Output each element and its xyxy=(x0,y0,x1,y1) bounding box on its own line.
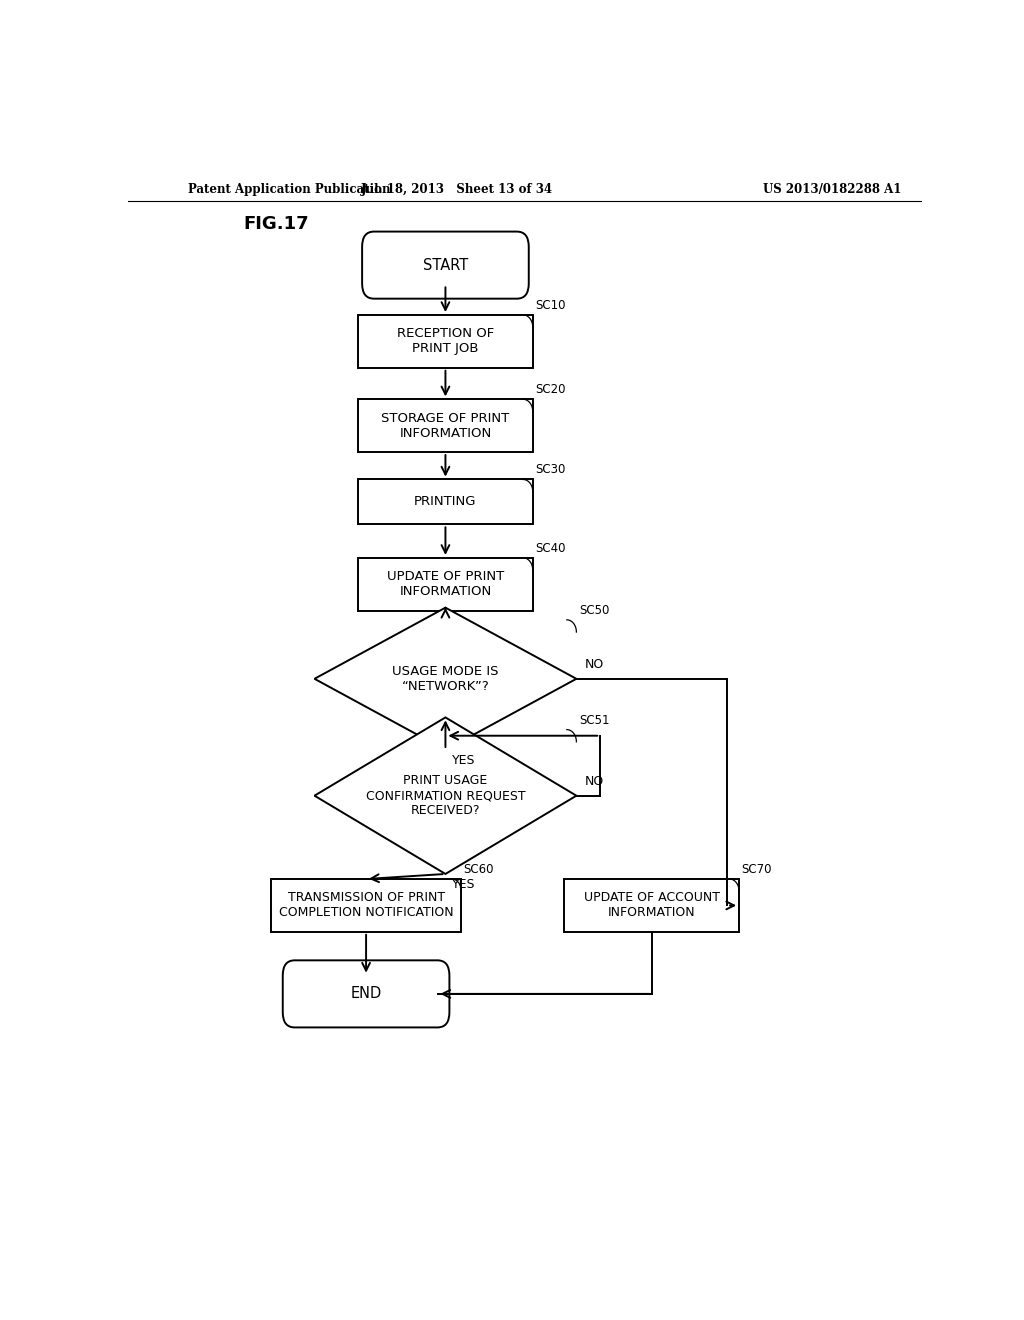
Text: UPDATE OF ACCOUNT
INFORMATION: UPDATE OF ACCOUNT INFORMATION xyxy=(584,891,720,920)
Text: SC30: SC30 xyxy=(536,463,565,477)
Text: PRINTING: PRINTING xyxy=(414,495,477,508)
Text: UPDATE OF PRINT
INFORMATION: UPDATE OF PRINT INFORMATION xyxy=(387,570,504,598)
Text: SC70: SC70 xyxy=(741,863,772,876)
Text: SC10: SC10 xyxy=(536,298,565,312)
Bar xyxy=(358,315,532,368)
FancyBboxPatch shape xyxy=(283,961,450,1027)
Text: SC51: SC51 xyxy=(579,714,609,726)
Text: NO: NO xyxy=(585,657,603,671)
Text: FIG.17: FIG.17 xyxy=(243,215,308,234)
Text: RECEPTION OF
PRINT JOB: RECEPTION OF PRINT JOB xyxy=(397,327,494,355)
Text: PRINT USAGE
CONFIRMATION REQUEST
RECEIVED?: PRINT USAGE CONFIRMATION REQUEST RECEIVE… xyxy=(366,775,525,817)
Text: YES: YES xyxy=(452,754,475,767)
Text: STORAGE OF PRINT
INFORMATION: STORAGE OF PRINT INFORMATION xyxy=(381,412,510,440)
Polygon shape xyxy=(314,718,577,874)
Text: SC50: SC50 xyxy=(579,603,609,616)
Text: START: START xyxy=(423,257,468,273)
Text: Patent Application Publication: Patent Application Publication xyxy=(187,183,390,195)
Polygon shape xyxy=(314,607,577,750)
Text: NO: NO xyxy=(585,775,603,788)
Text: END: END xyxy=(350,986,382,1002)
Text: SC60: SC60 xyxy=(464,863,495,876)
Bar xyxy=(358,399,532,453)
Bar xyxy=(270,879,461,932)
Text: TRANSMISSION OF PRINT
COMPLETION NOTIFICATION: TRANSMISSION OF PRINT COMPLETION NOTIFIC… xyxy=(279,891,454,920)
FancyBboxPatch shape xyxy=(362,231,528,298)
Bar xyxy=(358,479,532,524)
Text: USAGE MODE IS
“NETWORK”?: USAGE MODE IS “NETWORK”? xyxy=(392,665,499,693)
Text: SC40: SC40 xyxy=(536,541,565,554)
Text: YES: YES xyxy=(452,878,475,891)
Text: US 2013/0182288 A1: US 2013/0182288 A1 xyxy=(763,183,901,195)
Text: SC20: SC20 xyxy=(536,383,565,396)
Text: Jul. 18, 2013   Sheet 13 of 34: Jul. 18, 2013 Sheet 13 of 34 xyxy=(361,183,553,195)
Bar xyxy=(564,879,739,932)
Bar xyxy=(358,558,532,611)
